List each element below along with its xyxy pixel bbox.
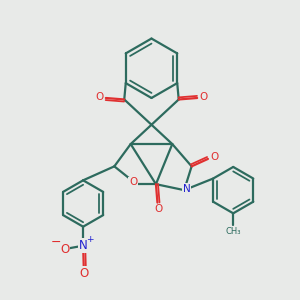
- Text: −: −: [51, 236, 62, 249]
- Text: CH₃: CH₃: [226, 226, 241, 236]
- Text: O: O: [129, 177, 137, 188]
- Text: O: O: [95, 92, 103, 102]
- Text: O: O: [60, 243, 69, 256]
- Text: N: N: [183, 184, 190, 194]
- Text: O: O: [80, 266, 89, 280]
- Text: +: +: [86, 235, 93, 244]
- Text: O: O: [200, 92, 208, 102]
- Text: O: O: [210, 152, 219, 162]
- Text: N: N: [79, 239, 88, 252]
- Text: O: O: [155, 204, 163, 214]
